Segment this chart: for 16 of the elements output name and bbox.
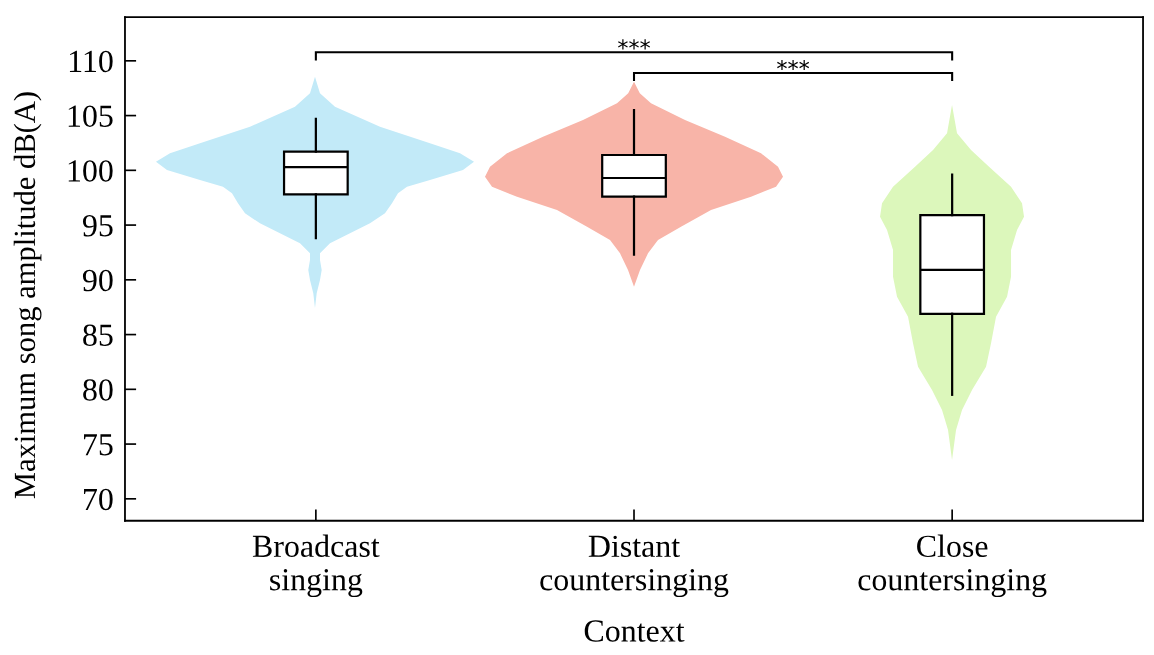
y-tick-label: 105 [68,105,113,127]
y-tick-label: 95 [82,215,113,237]
x-tick-label: Distant countersinging [540,535,729,598]
y-axis-title: Maximum song amplitude dB(A) [13,92,42,499]
y-tick-label: 75 [84,434,113,456]
x-tick-label: Broadcast singing [252,534,380,598]
y-tick-label: 90 [82,269,113,292]
y-tick-label: 110 [69,50,113,73]
y-tick-label: 70 [84,488,113,511]
y-tick-label: 80 [83,379,113,401]
annotation: *** [777,59,810,71]
y-tick-label: 85 [83,324,113,346]
y-tick-label: 100 [68,160,113,182]
x-axis-title: Context [584,620,685,642]
x-tick-label: Close countersinging [858,534,1047,598]
annotation: *** [618,39,651,50]
